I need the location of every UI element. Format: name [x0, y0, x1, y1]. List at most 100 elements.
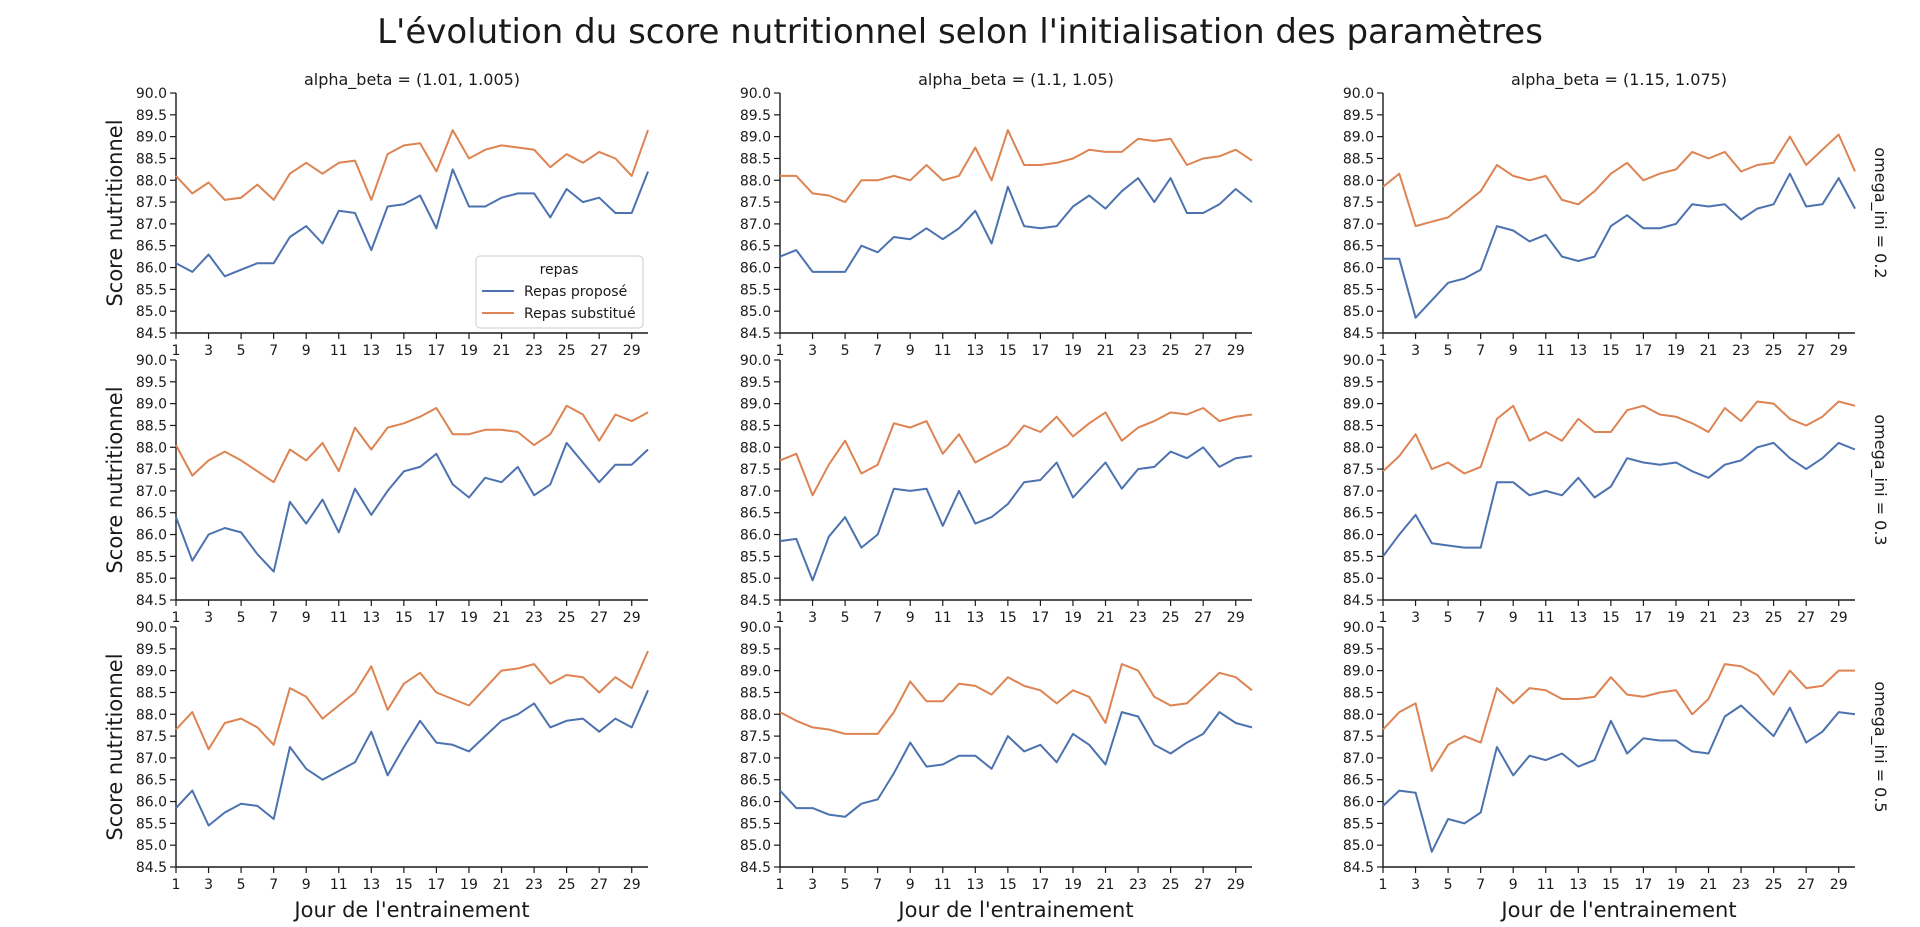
row-title: omega_ini = 0.3 [1870, 414, 1890, 545]
y-tick-label: 85.5 [1343, 282, 1374, 298]
y-tick-label: 85.5 [136, 549, 167, 565]
y-tick-label: 89.5 [740, 375, 771, 391]
x-tick-label: 25 [1765, 610, 1783, 626]
y-tick-label: 87.0 [1343, 217, 1374, 233]
y-tick-label: 89.5 [1343, 108, 1374, 124]
y-tick-label: 87.5 [1343, 729, 1374, 745]
y-tick-label: 88.0 [136, 707, 167, 723]
y-tick-label: 84.5 [1343, 593, 1374, 609]
x-tick-label: 25 [1765, 343, 1783, 359]
x-tick-label: 5 [841, 610, 850, 626]
y-tick-label: 87.5 [740, 462, 771, 478]
x-tick-label: 27 [1194, 877, 1212, 893]
y-tick-label: 85.0 [1343, 838, 1374, 854]
x-tick-label: 13 [1569, 877, 1587, 893]
x-tick-label: 1 [172, 343, 181, 359]
x-tick-label: 29 [623, 877, 641, 893]
y-tick-label: 84.5 [740, 860, 771, 876]
y-tick-label: 85.5 [136, 816, 167, 832]
x-tick-label: 27 [590, 343, 608, 359]
x-tick-label: 19 [1667, 343, 1685, 359]
x-tick-label: 27 [1194, 343, 1212, 359]
y-axis-label: Score nutritionnel [103, 653, 127, 840]
x-tick-label: 3 [1411, 610, 1420, 626]
x-tick-label: 25 [1162, 343, 1180, 359]
y-tick-label: 89.5 [1343, 642, 1374, 658]
y-tick-label: 88.5 [136, 151, 167, 167]
x-tick-label: 23 [525, 343, 543, 359]
y-tick-label: 86.5 [740, 239, 771, 255]
y-tick-label: 88.5 [1343, 151, 1374, 167]
x-tick-label: 15 [999, 877, 1017, 893]
x-tick-label: 25 [558, 610, 576, 626]
x-tick-label: 17 [1031, 610, 1049, 626]
panel-r0-c1: 84.5 85.0 85.5 86.0 86.5 87.0 87.5 88.0 88.5 89.0… [740, 70, 1253, 359]
x-axis-label: Jour de l'entrainement [1499, 898, 1736, 922]
panel-r1-c0: 84.5 85.0 85.5 86.0 86.5 87.0 87.5 88.0 88.5 89.0… [103, 353, 649, 626]
x-tick-label: 5 [841, 343, 850, 359]
chart-title: L'évolution du score nutritionnel selon … [377, 12, 1543, 52]
y-tick-label: 86.0 [1343, 795, 1374, 811]
x-tick-label: 11 [330, 877, 348, 893]
x-tick-label: 5 [237, 877, 246, 893]
panel-r2-c0: 84.5 85.0 85.5 86.0 86.5 87.0 87.5 88.0 88.5 89.0… [103, 620, 649, 922]
y-tick-label: 90.0 [136, 620, 167, 636]
x-tick-label: 13 [966, 610, 984, 626]
y-tick-label: 86.0 [1343, 261, 1374, 277]
series-line-substitue [175, 129, 649, 201]
y-tick-label: 90.0 [740, 86, 771, 102]
y-tick-label: 89.5 [1343, 375, 1374, 391]
y-tick-label: 84.5 [740, 593, 771, 609]
x-tick-label: 19 [1064, 610, 1082, 626]
y-tick-label: 89.0 [1343, 130, 1374, 146]
x-tick-label: 25 [558, 343, 576, 359]
x-tick-label: 23 [1732, 343, 1750, 359]
y-tick-label: 90.0 [1343, 86, 1374, 102]
y-tick-label: 85.0 [136, 571, 167, 587]
x-tick-label: 25 [1765, 877, 1783, 893]
x-tick-label: 13 [1569, 610, 1587, 626]
x-tick-label: 17 [427, 343, 445, 359]
x-tick-label: 19 [1667, 877, 1685, 893]
x-tick-label: 21 [493, 877, 511, 893]
x-tick-label: 7 [269, 877, 278, 893]
y-tick-label: 89.5 [136, 642, 167, 658]
y-tick-label: 87.5 [1343, 195, 1374, 211]
y-tick-label: 85.5 [740, 549, 771, 565]
y-tick-label: 88.5 [136, 418, 167, 434]
series-line-propose [175, 689, 649, 827]
y-tick-label: 88.5 [1343, 418, 1374, 434]
legend-entry: Repas proposé [524, 284, 627, 300]
y-tick-label: 88.5 [1343, 685, 1374, 701]
y-tick-label: 87.5 [740, 195, 771, 211]
x-tick-label: 11 [934, 877, 952, 893]
x-tick-label: 11 [934, 610, 952, 626]
x-tick-label: 23 [1732, 610, 1750, 626]
x-tick-label: 5 [1444, 877, 1453, 893]
y-tick-label: 89.0 [740, 130, 771, 146]
x-tick-label: 17 [427, 610, 445, 626]
x-tick-label: 9 [906, 610, 915, 626]
x-tick-label: 29 [1830, 610, 1848, 626]
y-tick-label: 89.0 [1343, 397, 1374, 413]
panel-r0-c2: 84.5 85.0 85.5 86.0 86.5 87.0 87.5 88.0 88.5 89.0… [1343, 70, 1890, 359]
y-tick-label: 87.0 [1343, 751, 1374, 767]
x-tick-label: 13 [1569, 343, 1587, 359]
x-tick-label: 29 [1830, 343, 1848, 359]
series-line-propose [1383, 172, 1856, 319]
x-tick-label: 3 [204, 610, 213, 626]
x-tick-label: 1 [1379, 610, 1388, 626]
series-line-substitue [1382, 133, 1856, 228]
y-tick-label: 90.0 [136, 86, 167, 102]
x-tick-label: 9 [1509, 877, 1518, 893]
y-tick-label: 84.5 [1343, 860, 1374, 876]
x-tick-label: 23 [1129, 610, 1147, 626]
y-tick-label: 88.5 [136, 685, 167, 701]
x-tick-label: 29 [1227, 343, 1245, 359]
x-tick-label: 5 [237, 610, 246, 626]
series-line-propose [1382, 704, 1856, 853]
y-tick-label: 89.5 [740, 642, 771, 658]
y-tick-label: 88.0 [1343, 440, 1374, 456]
x-tick-label: 21 [493, 343, 511, 359]
